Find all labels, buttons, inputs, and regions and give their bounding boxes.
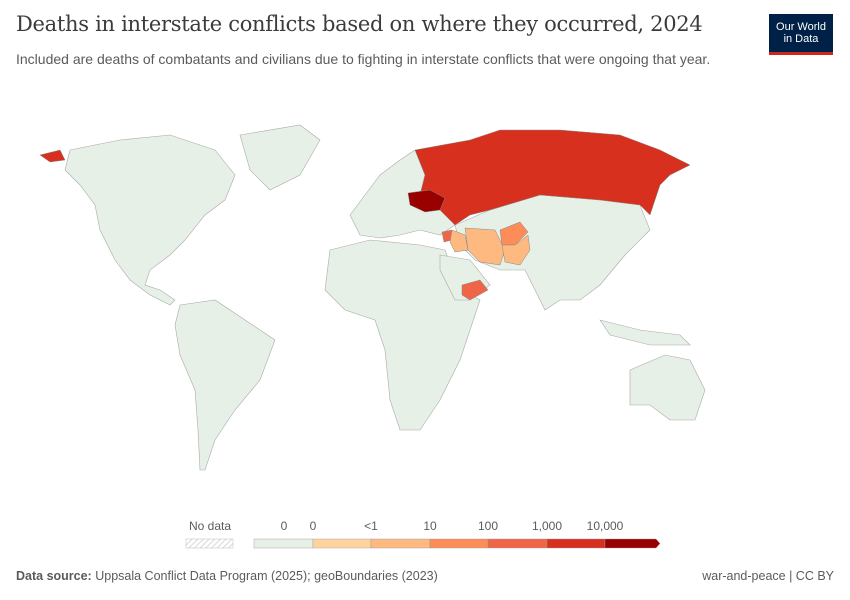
country-indonesia[interactable] [599,319,691,346]
country-russia[interactable] [414,129,691,226]
legend-label-2: <1 [364,519,378,533]
legend-label-3: 10 [423,519,437,533]
legend-label-0: 0 [281,519,288,533]
country-south-america[interactable] [174,299,276,471]
country-afghanistan[interactable] [499,221,529,246]
legend-swatch-1[interactable] [312,538,372,549]
country-yemen[interactable] [461,279,489,301]
country-pakistan[interactable] [501,234,531,266]
legend: No data 0 0 <1 10 100 1,000 10,000 [185,519,661,549]
source-link[interactable]: Uppsala Conflict Data Program (2025); ge… [95,569,438,583]
legend-swatch-0[interactable] [253,538,314,549]
country-ukraine[interactable] [407,189,446,213]
legend-no-data-label: No data [189,519,231,533]
legend-swatch-3[interactable] [429,538,489,549]
owid-logo[interactable]: Our World in Data [769,14,833,55]
legend-label-6: 10,000 [587,519,624,533]
country-russia-chukotka[interactable] [39,149,66,163]
legend-swatch-2[interactable] [370,538,431,549]
footer-license[interactable]: war-and-peace | CC BY [702,569,834,583]
chart-subtitle: Included are deaths of combatants and ci… [16,51,711,67]
country-iran[interactable] [464,227,506,266]
legend-no-data-swatch [185,538,234,549]
country-iraq[interactable] [449,229,469,253]
footer-source: Data source: Uppsala Conflict Data Progr… [16,569,438,583]
world-map [39,124,706,471]
legend-label-1: 0 [310,519,317,533]
legend-swatch-4[interactable] [487,538,548,549]
country-north-america[interactable] [64,134,236,306]
legend-label-5: 1,000 [532,519,562,533]
country-africa[interactable] [324,239,481,431]
legend-label-4: 100 [478,519,498,533]
chart-title: Deaths in interstate conflicts based on … [16,12,703,36]
country-australia[interactable] [629,354,706,421]
legend-swatch-6[interactable] [604,538,661,549]
country-greenland[interactable] [239,124,321,191]
legend-swatch-5[interactable] [546,538,606,549]
